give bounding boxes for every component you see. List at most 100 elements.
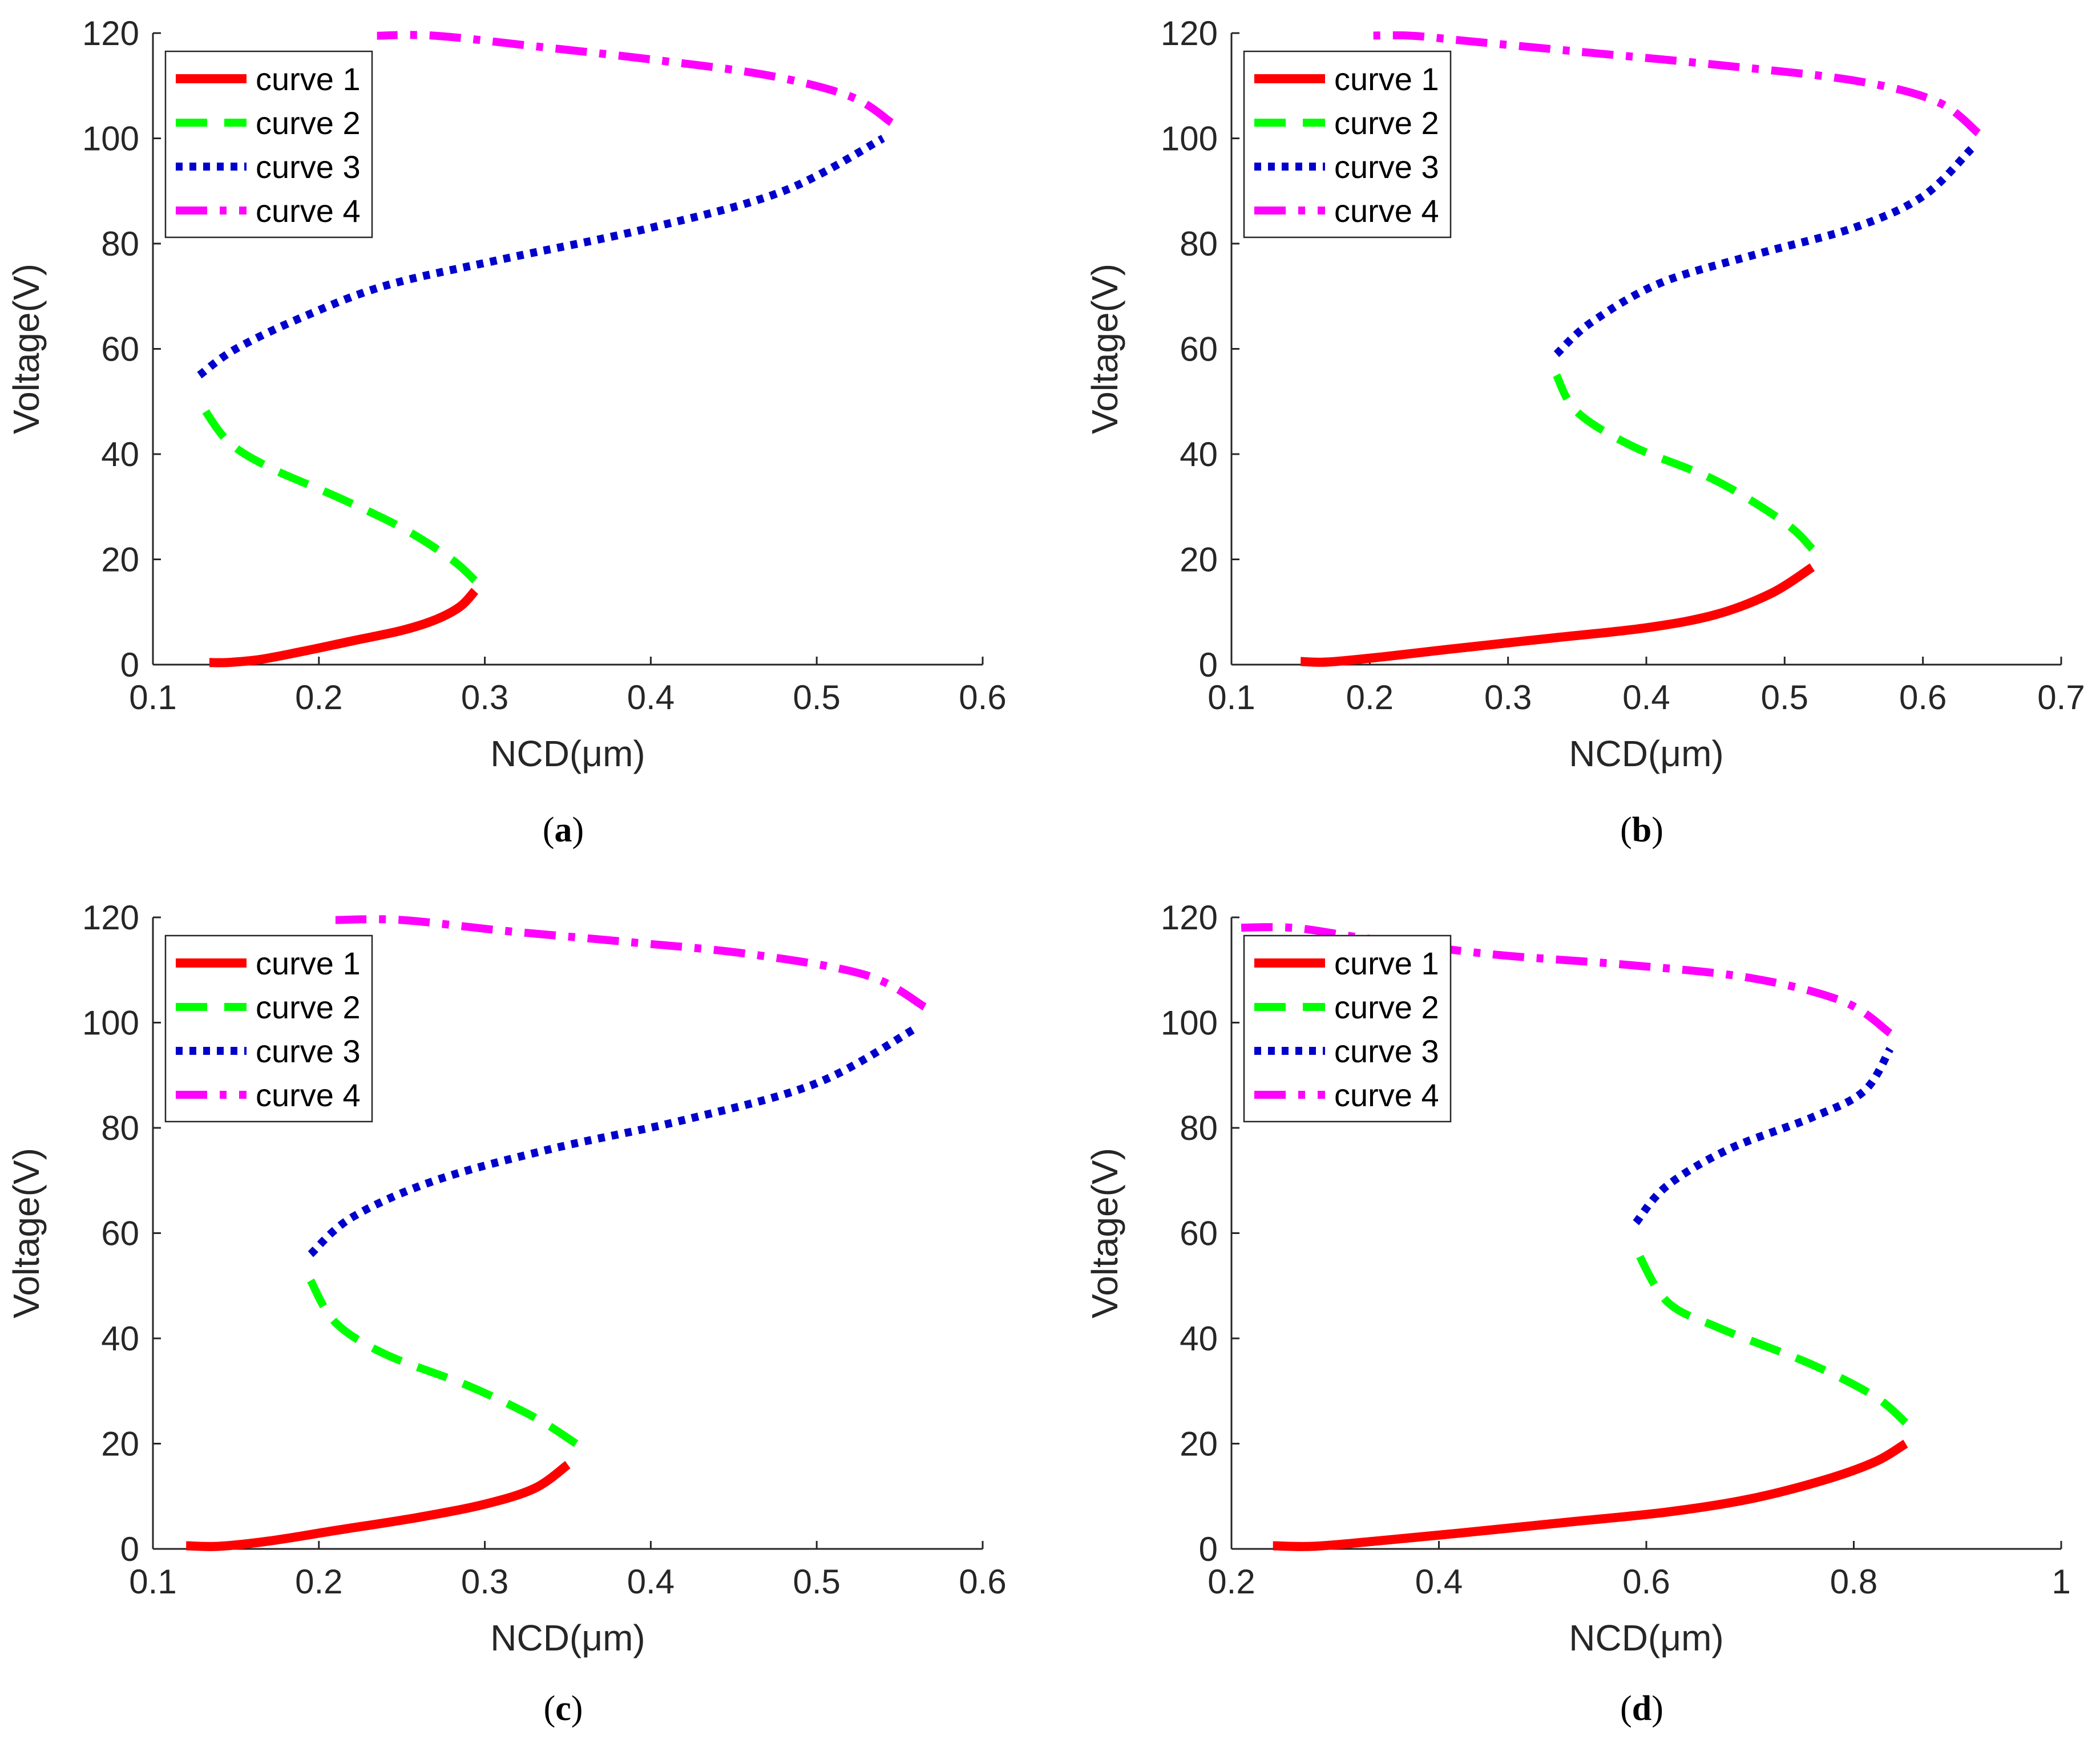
legend-label-4: curve 4 xyxy=(256,193,361,229)
y-axis-label: Voltage(V) xyxy=(6,264,47,434)
y-tick-label: 20 xyxy=(101,541,139,579)
series-line-1 xyxy=(1300,563,1815,667)
x-tick-label: 0.3 xyxy=(461,1563,508,1601)
legend: curve 1 curve 2 curve 3 curve 4 xyxy=(164,934,373,1123)
series-line-4 xyxy=(377,31,894,126)
y-tick-label: 100 xyxy=(82,1004,139,1042)
caption-open-paren: ( xyxy=(1620,811,1632,849)
legend-label-1: curve 1 xyxy=(256,61,361,97)
y-tick-label: 80 xyxy=(1180,225,1218,263)
y-tick-label: 20 xyxy=(1180,541,1218,579)
x-axis-label: NCD(μm) xyxy=(1569,1617,1723,1658)
x-tick-label: 1 xyxy=(2051,1563,2070,1601)
legend-label-3: curve 3 xyxy=(256,1033,361,1069)
legend: curve 1 curve 2 curve 3 curve 4 xyxy=(164,50,373,238)
y-tick-label: 0 xyxy=(120,646,139,684)
y-tick-label: 120 xyxy=(82,899,139,937)
x-axis-label: NCD(μm) xyxy=(490,733,645,774)
series-line-1 xyxy=(1273,1439,1908,1551)
y-tick-label: 20 xyxy=(101,1425,139,1463)
panel-caption: (a) xyxy=(543,811,584,849)
caption-letter: d xyxy=(1632,1689,1651,1728)
caption-open-paren: ( xyxy=(543,811,555,849)
x-tick-label: 0.1 xyxy=(129,1563,176,1601)
x-axis-label: NCD(μm) xyxy=(490,1617,645,1658)
x-axis-label: NCD(μm) xyxy=(1569,733,1723,774)
y-tick-label: 0 xyxy=(120,1530,139,1568)
x-tick-label: 0.4 xyxy=(627,678,675,717)
legend-label-1: curve 1 xyxy=(256,945,361,981)
legend-label-2: curve 2 xyxy=(256,989,361,1025)
series-line-1 xyxy=(185,1460,571,1551)
series-line-3 xyxy=(197,135,885,379)
series-line-2 xyxy=(196,399,478,584)
chart-panel-b: 0.1 0.2 0.3 0.4 0.5 0.6 0.7 0 20 40 60 80 100 120 NCD(… xyxy=(1084,14,2085,849)
x-tick-label: 0.2 xyxy=(295,678,342,717)
legend-label-1: curve 1 xyxy=(1334,61,1439,97)
x-tick-label: 0.8 xyxy=(1830,1563,1877,1601)
x-tick-label: 0.4 xyxy=(627,1563,675,1601)
y-tick-label: 80 xyxy=(101,1109,139,1147)
y-tick-label: 20 xyxy=(1180,1425,1218,1463)
series-line-4 xyxy=(1231,923,1893,1037)
panel-caption: (d) xyxy=(1620,1689,1663,1728)
caption-letter: c xyxy=(555,1689,571,1728)
x-tick-label: 0.2 xyxy=(295,1563,342,1601)
series-line-4 xyxy=(1363,31,1981,136)
series-line-1 xyxy=(209,588,479,667)
caption-close-paren: ) xyxy=(571,1689,583,1728)
caption-letter: b xyxy=(1632,811,1651,849)
x-tick-label: 0.2 xyxy=(1208,1563,1255,1601)
legend-label-3: curve 3 xyxy=(1334,1033,1439,1069)
caption-open-paren: ( xyxy=(1620,1689,1632,1728)
x-tick-label: 0.7 xyxy=(2037,678,2085,717)
x-tick-label: 0.6 xyxy=(1899,678,1946,717)
y-axis-label: Voltage(V) xyxy=(6,1148,47,1318)
y-tick-label: 120 xyxy=(1161,14,1218,52)
legend-label-4: curve 4 xyxy=(256,1077,361,1113)
legend-label-1: curve 1 xyxy=(1334,945,1439,981)
chart-panel-a: 0.1 0.2 0.3 0.4 0.5 0.6 0 20 40 60 80 100 120 NCD(μm)… xyxy=(6,14,1007,849)
x-tick-label: 0.5 xyxy=(793,1563,840,1601)
x-tick-label: 0.3 xyxy=(461,678,508,717)
x-tick-label: 0.5 xyxy=(1761,678,1808,717)
y-tick-label: 120 xyxy=(1161,899,1218,937)
y-axis-label: Voltage(V) xyxy=(1084,264,1125,434)
y-tick-label: 60 xyxy=(101,330,139,369)
y-tick-label: 100 xyxy=(1161,120,1218,158)
y-tick-label: 80 xyxy=(1180,1109,1218,1147)
y-tick-label: 60 xyxy=(1180,330,1218,369)
series-line-4 xyxy=(335,915,927,1010)
legend: curve 1 curve 2 curve 3 curve 4 xyxy=(1243,934,1452,1123)
legend-label-2: curve 2 xyxy=(1334,989,1439,1025)
caption-close-paren: ) xyxy=(1651,1689,1663,1728)
y-tick-label: 40 xyxy=(1180,1320,1218,1358)
x-tick-label: 0.6 xyxy=(959,678,1006,717)
y-tick-label: 80 xyxy=(101,225,139,263)
x-tick-label: 0.1 xyxy=(1208,678,1255,717)
y-tick-label: 0 xyxy=(1199,646,1218,684)
x-tick-label: 0.4 xyxy=(1415,1563,1463,1601)
chart-panel-d: 0.2 0.4 0.6 0.8 1 0 20 40 60 80 100 120 NCD(μm) Volta… xyxy=(1084,899,2071,1728)
x-tick-label: 0.6 xyxy=(1622,1563,1670,1601)
y-tick-label: 100 xyxy=(82,120,139,158)
y-tick-label: 60 xyxy=(1180,1215,1218,1253)
chart-panel-c: 0.1 0.2 0.3 0.4 0.5 0.6 0 20 40 60 80 100 120 NCD(μm)… xyxy=(6,899,1007,1728)
x-tick-label: 0.3 xyxy=(1484,678,1532,717)
legend: curve 1 curve 2 curve 3 curve 4 xyxy=(1243,50,1452,238)
x-tick-label: 0.1 xyxy=(129,678,176,717)
panel-caption: (b) xyxy=(1620,811,1663,849)
legend-label-3: curve 3 xyxy=(1334,149,1439,185)
legend-label-4: curve 4 xyxy=(1334,193,1439,229)
legend-label-3: curve 3 xyxy=(256,149,361,185)
x-tick-label: 0.5 xyxy=(793,678,840,717)
x-tick-label: 0.4 xyxy=(1622,678,1670,717)
series-line-2 xyxy=(1632,1247,1909,1426)
y-tick-label: 100 xyxy=(1161,1004,1218,1042)
x-tick-label: 0.2 xyxy=(1346,678,1394,717)
series-line-2 xyxy=(307,1278,579,1447)
caption-letter: a xyxy=(555,811,572,849)
y-tick-label: 60 xyxy=(101,1215,139,1253)
